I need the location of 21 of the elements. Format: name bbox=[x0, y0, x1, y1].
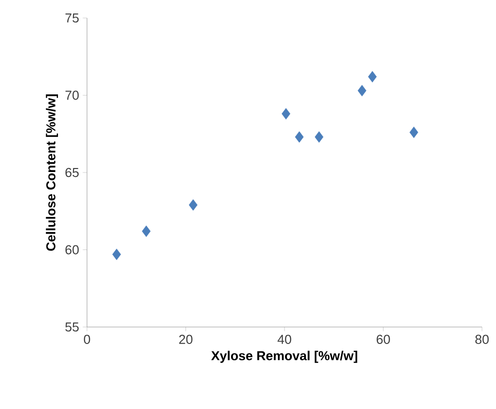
x-tick-label: 60 bbox=[376, 334, 390, 344]
x-axis-title: Xylose Removal [%w/w] bbox=[211, 350, 358, 363]
point bbox=[112, 248, 121, 260]
point bbox=[188, 199, 198, 211]
x-tick-label: 20 bbox=[179, 334, 192, 344]
point bbox=[282, 108, 290, 120]
point bbox=[410, 126, 418, 138]
x-tick-label: 40 bbox=[278, 334, 292, 344]
x-tick-label: 80 bbox=[475, 334, 489, 344]
y-tick-label: 55 bbox=[65, 322, 79, 332]
x-tick-label: 0 bbox=[84, 334, 90, 344]
y-tick-label: 65 bbox=[65, 168, 79, 178]
point bbox=[358, 84, 366, 96]
y-axis-title: Cellulose Content [%w/w] bbox=[46, 94, 58, 251]
y-tick-label: 70 bbox=[65, 90, 79, 100]
point bbox=[294, 131, 304, 143]
y-tick-label: 60 bbox=[65, 245, 79, 254]
y-tick-label: 75 bbox=[65, 13, 79, 23]
point bbox=[368, 71, 377, 82]
point bbox=[314, 131, 324, 143]
point bbox=[142, 226, 151, 237]
